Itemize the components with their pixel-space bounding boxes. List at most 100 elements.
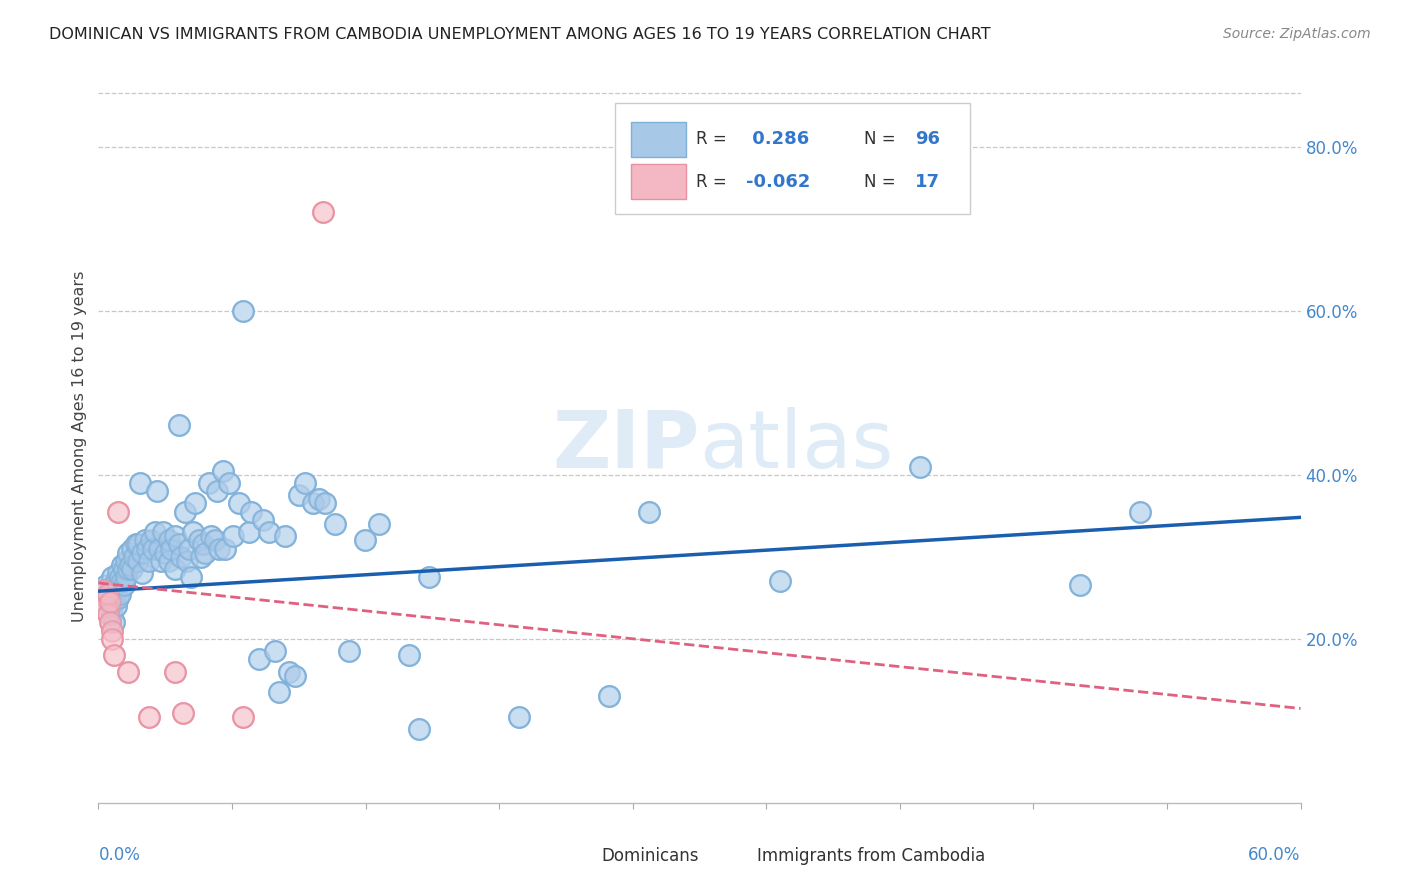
Point: [239, 505, 262, 519]
FancyBboxPatch shape: [631, 121, 686, 157]
Text: R =: R =: [696, 130, 733, 148]
Point: [190, 549, 212, 564]
Text: 17: 17: [915, 173, 939, 191]
Point: [124, 549, 146, 564]
Point: [148, 541, 170, 556]
Point: [284, 668, 307, 682]
Point: [111, 558, 134, 572]
Text: 60.0%: 60.0%: [1249, 846, 1301, 863]
Point: [97, 587, 120, 601]
Point: [117, 546, 139, 560]
Point: [143, 525, 166, 540]
Point: [208, 541, 231, 556]
Point: [107, 578, 129, 592]
Point: [908, 459, 931, 474]
Point: [191, 537, 214, 551]
Point: [257, 525, 280, 540]
Text: DOMINICAN VS IMMIGRANTS FROM CAMBODIA UNEMPLOYMENT AMONG AGES 16 TO 19 YEARS COR: DOMINICAN VS IMMIGRANTS FROM CAMBODIA UN…: [49, 27, 991, 42]
Point: [183, 496, 205, 510]
Point: [138, 554, 160, 568]
Point: [96, 591, 118, 605]
Point: [141, 541, 163, 556]
Point: [908, 459, 931, 474]
Point: [120, 558, 142, 572]
Point: [1069, 578, 1091, 592]
Point: [257, 525, 280, 540]
Point: [274, 529, 297, 543]
Point: [508, 709, 530, 723]
Point: [172, 706, 194, 720]
Text: ZIP: ZIP: [553, 407, 700, 485]
Point: [398, 648, 420, 662]
Point: [100, 582, 122, 597]
Point: [101, 591, 124, 605]
Point: [194, 546, 217, 560]
FancyBboxPatch shape: [631, 164, 686, 200]
Point: [314, 496, 336, 510]
Point: [190, 549, 212, 564]
Point: [288, 488, 311, 502]
Point: [110, 570, 132, 584]
Point: [128, 537, 150, 551]
Point: [181, 525, 204, 540]
Point: [163, 665, 186, 679]
Point: [157, 554, 180, 568]
Point: [115, 570, 138, 584]
Text: 96: 96: [915, 130, 939, 148]
Point: [191, 537, 214, 551]
Point: [105, 599, 128, 613]
Point: [114, 578, 136, 592]
Point: [176, 554, 198, 568]
Point: [117, 562, 139, 576]
Point: [141, 541, 163, 556]
Point: [129, 475, 152, 490]
Point: [308, 492, 330, 507]
Point: [277, 665, 299, 679]
Point: [418, 570, 440, 584]
Point: [101, 632, 124, 646]
Point: [294, 475, 316, 490]
Point: [96, 591, 118, 605]
Point: [120, 558, 142, 572]
Point: [145, 484, 167, 499]
Point: [177, 541, 200, 556]
Point: [128, 554, 150, 568]
Point: [114, 562, 136, 576]
Point: [312, 205, 335, 219]
Point: [194, 546, 217, 560]
Point: [138, 709, 160, 723]
Point: [103, 595, 125, 609]
Point: [97, 587, 120, 601]
Point: [312, 205, 335, 219]
Point: [159, 541, 181, 556]
Point: [135, 541, 157, 556]
FancyBboxPatch shape: [567, 844, 595, 868]
Point: [110, 570, 132, 584]
Point: [180, 570, 202, 584]
Point: [218, 475, 240, 490]
Point: [110, 587, 132, 601]
Point: [1069, 578, 1091, 592]
Point: [418, 570, 440, 584]
Point: [769, 574, 792, 589]
Point: [103, 615, 125, 630]
Text: -0.062: -0.062: [747, 173, 811, 191]
Point: [135, 541, 157, 556]
Point: [638, 505, 661, 519]
Point: [134, 533, 156, 548]
Point: [115, 554, 138, 568]
Point: [301, 496, 323, 510]
Text: N =: N =: [865, 130, 901, 148]
Point: [103, 615, 125, 630]
Point: [221, 529, 243, 543]
Point: [163, 562, 186, 576]
Point: [128, 554, 150, 568]
Point: [183, 496, 205, 510]
Point: [101, 624, 124, 638]
Text: Dominicans: Dominicans: [600, 847, 699, 864]
Point: [167, 418, 190, 433]
Point: [167, 537, 190, 551]
Point: [169, 549, 191, 564]
Point: [145, 484, 167, 499]
Point: [100, 615, 122, 630]
